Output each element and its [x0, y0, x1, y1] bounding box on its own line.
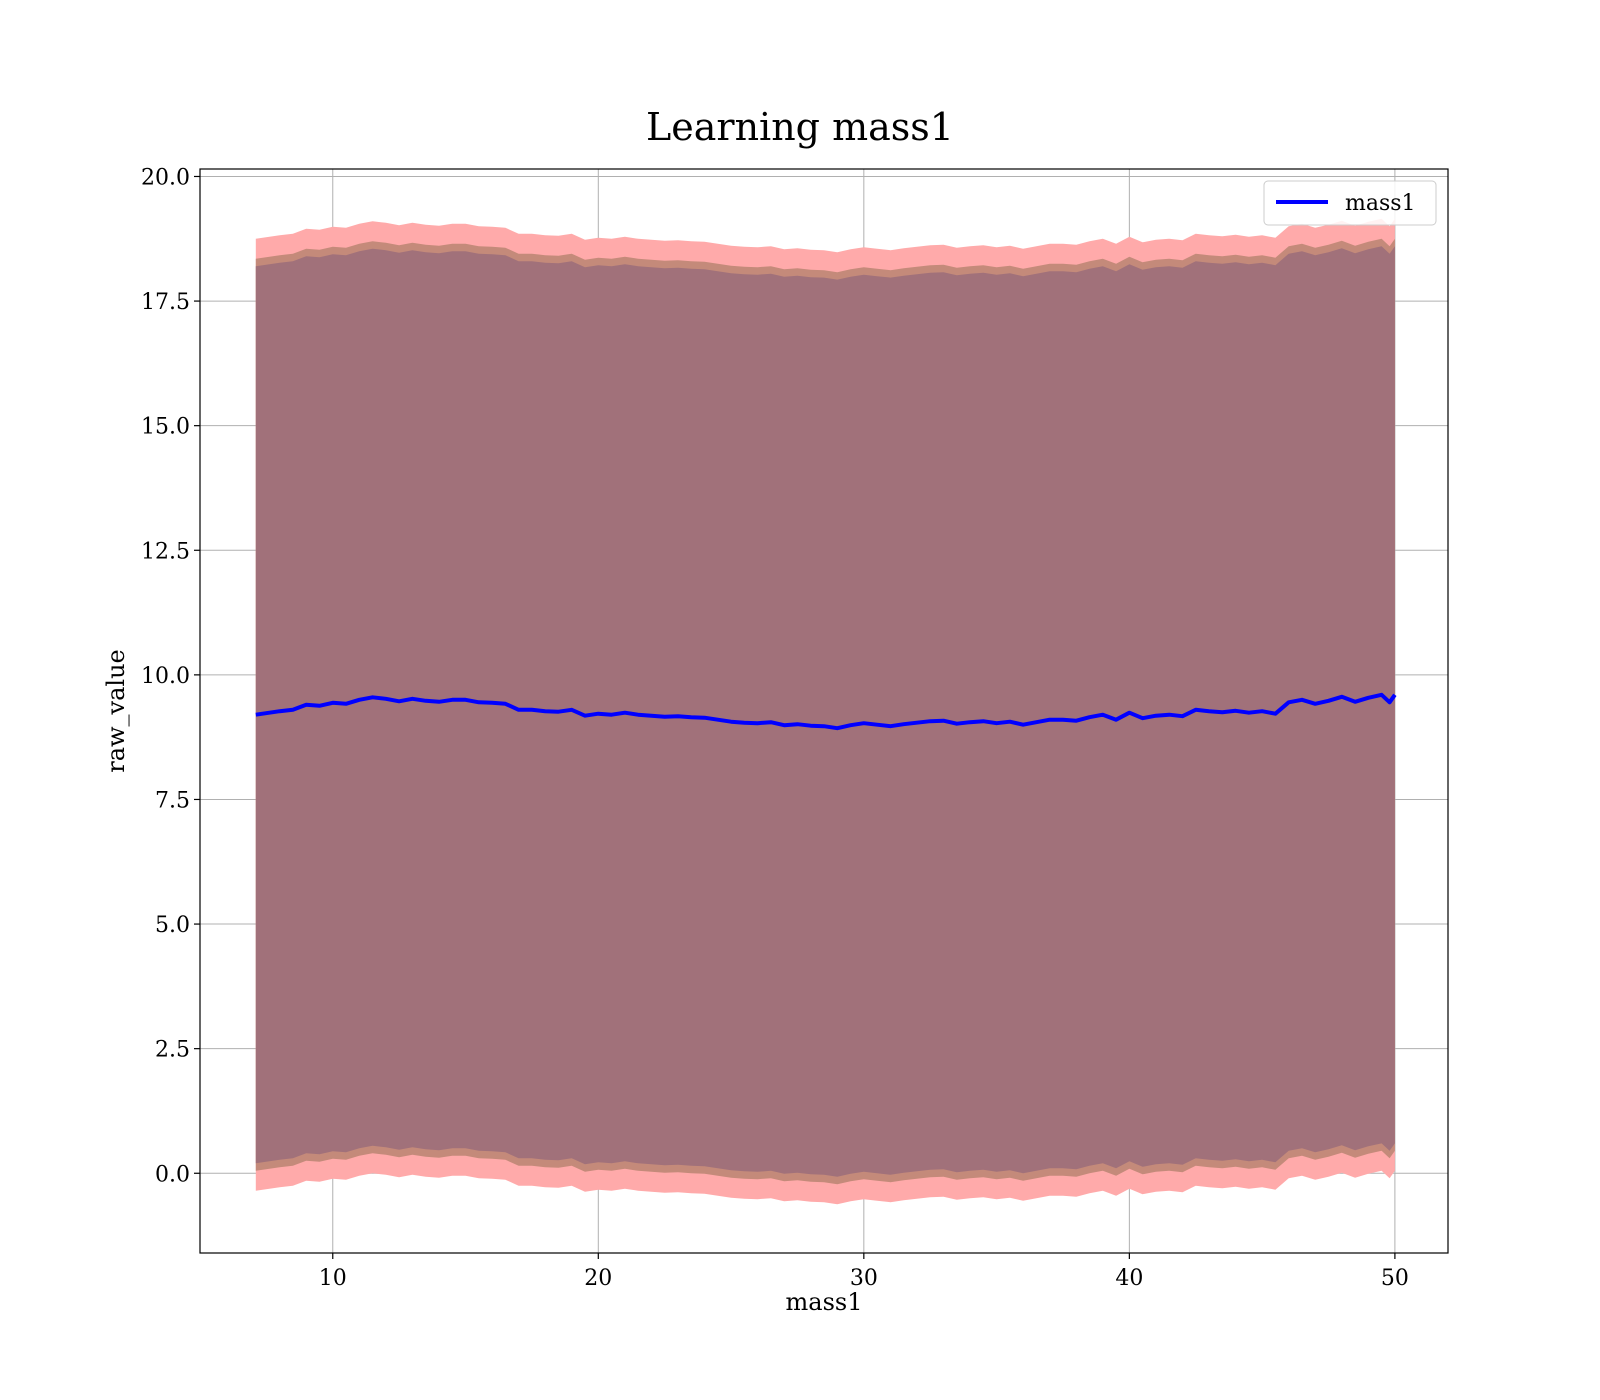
band-2 [255, 246, 1395, 1177]
y-tick-label-2: 5.0 [155, 913, 190, 938]
y-ticks: 0.0 2.5 5.0 7.5 10.0 12.5 15.0 17.5 20.0 [141, 165, 200, 1187]
y-tick-label-6: 15.0 [141, 415, 190, 440]
y-axis-label: raw_value [102, 649, 130, 773]
bands [255, 218, 1395, 1205]
x-tick-label-2: 30 [850, 1266, 878, 1291]
x-axis-label: mass1 [786, 1288, 863, 1316]
legend-box [1263, 180, 1437, 226]
legend-label: mass1 [1345, 191, 1416, 216]
y-tick-label-0: 0.0 [155, 1162, 190, 1187]
x-tick-label-1: 20 [584, 1266, 612, 1291]
chart-title: Learning mass1 [646, 105, 954, 149]
series-line-0 [255, 692, 1397, 731]
legend: mass1 [1263, 180, 1437, 226]
y-tick-label-7: 17.5 [141, 290, 190, 315]
y-tick-label-3: 7.5 [155, 788, 190, 813]
x-tick-label-4: 50 [1381, 1266, 1409, 1291]
x-ticks: 10 20 30 40 50 [319, 1253, 1409, 1291]
plot-frame [199, 168, 1449, 1254]
y-tick-label-8: 20.0 [141, 165, 190, 190]
y-tick-label-1: 2.5 [155, 1038, 190, 1063]
x-tick-label-3: 40 [1115, 1266, 1143, 1291]
y-tick-label-4: 10.0 [141, 664, 190, 689]
x-tick-label-0: 10 [319, 1266, 347, 1291]
series-lines [255, 692, 1397, 731]
y-tick-label-5: 12.5 [141, 539, 190, 564]
